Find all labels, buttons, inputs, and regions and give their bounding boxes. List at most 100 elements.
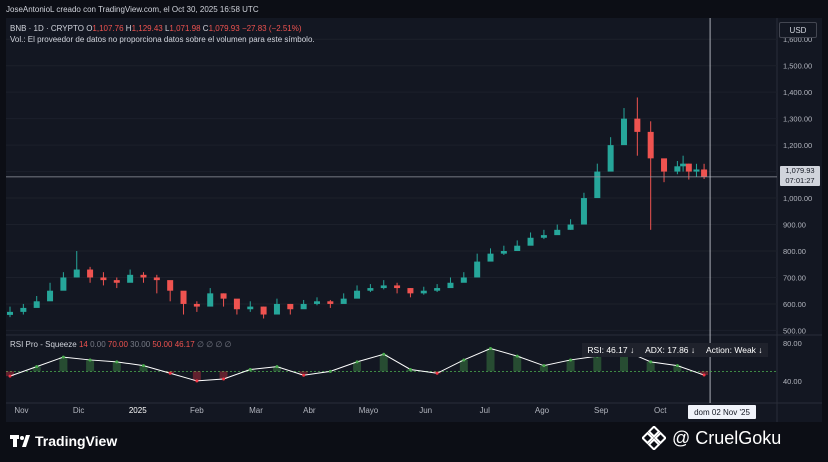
candle-body [233, 298, 240, 310]
candle-body [7, 311, 13, 315]
candle-body [685, 163, 692, 172]
candle-body [693, 169, 700, 172]
rsi-point [542, 364, 546, 368]
adx-readout: ADX: 17.86 ↓ [645, 345, 696, 355]
candle-body [367, 288, 374, 291]
candle-body [354, 290, 361, 299]
rsi-point [248, 367, 252, 371]
indicator-name[interactable]: RSI Pro - Squeeze [10, 340, 77, 349]
candle-body [447, 282, 454, 289]
time-tick-6: Mayo [359, 406, 379, 415]
candle-body [634, 118, 641, 132]
close-label: C [202, 24, 209, 33]
candle-body [607, 145, 614, 172]
rsi-point [675, 364, 679, 368]
tradingview-logo: TradingView [10, 433, 117, 449]
rsi-point [515, 354, 519, 358]
candle-body [260, 306, 267, 315]
crosshair-date-tag: dom 02 Nov '25 [688, 405, 756, 419]
candle-body [647, 131, 654, 159]
candle-body [620, 118, 627, 146]
rsi-point [408, 367, 412, 371]
candle-body [73, 269, 80, 278]
candle-body [300, 303, 307, 310]
rsi-point [302, 373, 306, 377]
candle-body [87, 269, 94, 278]
rsi-point [195, 379, 199, 383]
rsi-point [275, 365, 279, 369]
candle-body [567, 224, 574, 230]
open-value: 1,107.76 [92, 24, 124, 33]
candle-body [407, 288, 414, 294]
rsi-point [35, 365, 39, 369]
candle-body [220, 293, 227, 299]
candle-body [434, 288, 441, 291]
indicator-param-3: 30.00 [130, 340, 151, 349]
rsi-readout: RSI: 46.17 ↓ [587, 345, 635, 355]
open-label: O [86, 24, 93, 33]
candle-body [33, 301, 40, 308]
candle-body [100, 277, 107, 281]
candle-body [140, 274, 147, 278]
price-tick-9: 700.00 [783, 273, 806, 282]
candle-body [287, 303, 294, 310]
price-tick-3: 1,300.00 [783, 115, 812, 124]
candle-body [394, 285, 401, 289]
candle-body [500, 251, 507, 254]
candle-body [47, 290, 54, 302]
rsi-point [141, 364, 145, 368]
rsi-point [435, 371, 439, 375]
rsi-point [649, 360, 653, 364]
time-tick-1: Dic [73, 406, 85, 415]
rsi-point [61, 355, 65, 359]
candle-body [313, 301, 320, 304]
footer [0, 422, 828, 462]
price-tick-7: 900.00 [783, 221, 806, 230]
indicator-param-2: 70.00 [107, 340, 128, 349]
candle-body [460, 277, 467, 283]
time-tick-7: Jun [419, 406, 432, 415]
rsi-tick-1: 40.00 [783, 377, 802, 386]
close-value: 1,079.93 [208, 24, 240, 33]
indicator-dots: ∅ ∅ ∅ ∅ [196, 340, 232, 349]
rsi-tick-0: 80.00 [783, 339, 802, 348]
rsi-point [328, 369, 332, 373]
price-tick-0: 1,600.00 [783, 35, 812, 44]
top-bar: JoseAntonioL creado con TradingView.com,… [0, 0, 828, 18]
candle-body [540, 235, 547, 238]
candle-body [153, 277, 160, 281]
price-tick-10: 600.00 [783, 300, 806, 309]
currency-selector[interactable]: USD [779, 22, 817, 38]
rsi-point [222, 377, 226, 381]
candle-body [527, 237, 534, 246]
time-tick-2: 2025 [129, 406, 147, 415]
rsi-point [489, 346, 493, 350]
action-readout: Action: Weak ↓ [706, 345, 763, 355]
candle-body [20, 307, 27, 312]
candle-body [60, 277, 67, 291]
time-tick-5: Abr [303, 406, 316, 415]
rsi-point [8, 374, 12, 378]
time-tick-8: Jul [480, 406, 490, 415]
candle-body [127, 274, 134, 283]
price-tick-2: 1,400.00 [783, 88, 812, 97]
symbol-name[interactable]: BNB · 1D · CRYPTO [10, 24, 84, 33]
candle-body [273, 303, 280, 315]
rsi-point [115, 360, 119, 364]
chart-frame[interactable]: 1,600.00 1,500.00 1,400.00 1,300.00 1,200.00… [6, 18, 822, 422]
candle-body [340, 298, 347, 304]
rsi-point [88, 358, 92, 362]
candle-body [327, 301, 334, 304]
author-watermark: @ CruelGoku [642, 426, 781, 450]
high-value: 1,129.43 [131, 24, 163, 33]
price-tick-4: 1,200.00 [783, 141, 812, 150]
candle-body [580, 198, 587, 225]
last-price: 1,079.93 [785, 166, 815, 175]
rsi-status-box: RSI: 46.17 ↓ ADX: 17.86 ↓ Action: Weak ↓ [582, 343, 768, 357]
candle-body [514, 245, 521, 251]
candle-body [247, 306, 254, 310]
candle-body [180, 290, 187, 304]
indicator-param-5: 46.17 [174, 340, 195, 349]
candle-body [474, 261, 481, 278]
chart-svg[interactable]: 1,600.00 1,500.00 1,400.00 1,300.00 1,200.00… [6, 18, 822, 422]
